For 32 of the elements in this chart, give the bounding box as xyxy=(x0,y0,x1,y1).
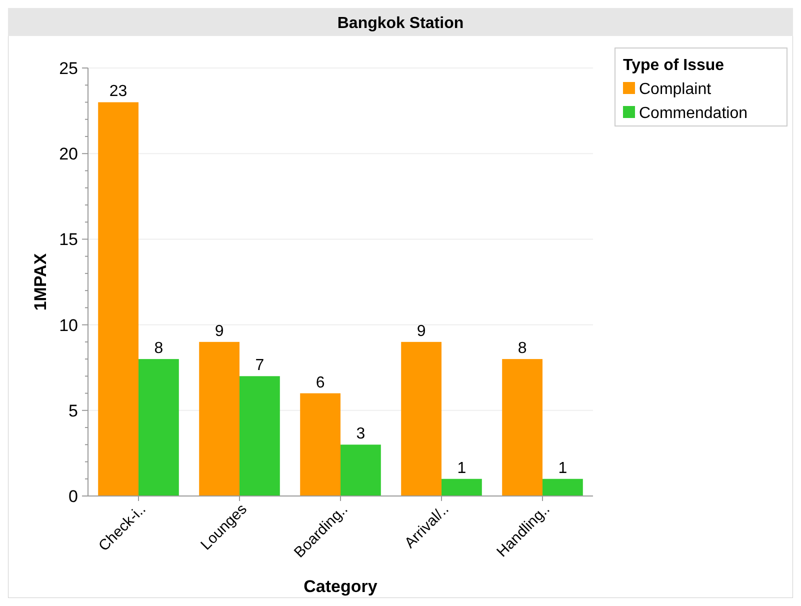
y-tick-label: 5 xyxy=(68,401,78,420)
y-tick-label: 0 xyxy=(68,487,78,506)
y-tick-label: 25 xyxy=(59,59,78,78)
bar xyxy=(98,102,138,496)
data-label: 6 xyxy=(316,374,325,392)
legend-label: Commendation xyxy=(639,105,748,122)
y-axis-title: 1MPAX xyxy=(31,252,50,311)
legend-label: Complaint xyxy=(639,81,712,98)
bar xyxy=(300,393,340,496)
y-tick-label: 20 xyxy=(59,144,78,164)
y-tick-label: 10 xyxy=(59,316,78,335)
legend-title: Type of Issue xyxy=(623,57,724,74)
bar xyxy=(542,478,583,496)
bar xyxy=(199,342,240,496)
bar xyxy=(401,342,442,496)
data-label: 8 xyxy=(154,340,164,358)
bar xyxy=(240,376,280,496)
x-axis-title: Category xyxy=(304,577,378,596)
bar xyxy=(340,444,381,496)
data-label: 8 xyxy=(518,340,527,358)
data-label: 7 xyxy=(255,357,264,374)
y-tick-label: 15 xyxy=(59,230,78,250)
data-label: 23 xyxy=(109,83,128,100)
bar xyxy=(138,359,179,496)
data-label: 9 xyxy=(214,322,224,340)
data-label: 9 xyxy=(416,322,426,340)
data-label: 3 xyxy=(356,426,366,443)
data-label: 1 xyxy=(558,460,568,477)
bar xyxy=(442,478,482,496)
chart-title: Bangkok Station xyxy=(337,15,464,32)
bar xyxy=(502,359,542,496)
data-label: 1 xyxy=(457,460,466,477)
